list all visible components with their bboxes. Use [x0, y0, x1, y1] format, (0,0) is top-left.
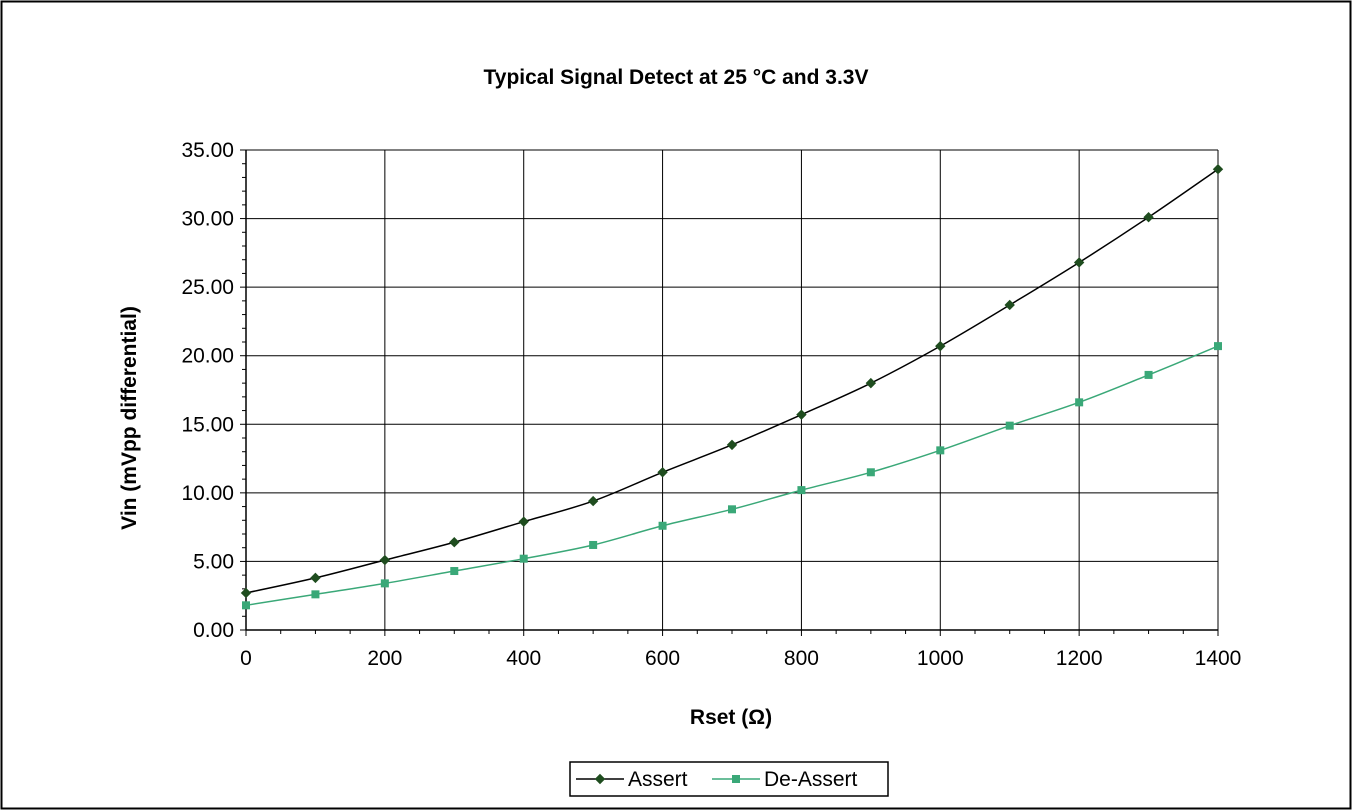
data-point	[865, 377, 877, 389]
data-point	[936, 446, 945, 455]
y-tick-label: 10.00	[181, 482, 234, 505]
grid-lines	[245, 149, 1219, 631]
data-point	[379, 554, 391, 566]
data-point	[1073, 257, 1085, 268]
x-tick-label: 0	[240, 647, 252, 670]
data-point	[450, 567, 459, 576]
legend-label: Assert	[628, 768, 688, 791]
x-tick-label: 1200	[1056, 647, 1103, 670]
x-axis-title: Rset (Ω)	[690, 706, 772, 729]
y-tick-label: 20.00	[181, 345, 234, 368]
x-tick-label: 400	[506, 647, 541, 670]
legend-item: Assert	[576, 768, 688, 791]
data-point	[589, 540, 598, 549]
series-assert	[240, 163, 1224, 599]
x-tick-label: 600	[645, 647, 680, 670]
data-point	[1144, 370, 1153, 379]
data-point	[240, 587, 252, 599]
x-tick-label: 200	[367, 647, 402, 670]
data-point	[726, 439, 738, 451]
chart-title: Typical Signal Detect at 25 °C and 3.3V	[484, 66, 869, 89]
data-point	[866, 468, 875, 477]
legend-marker	[594, 773, 606, 785]
y-tick-label: 35.00	[181, 139, 234, 162]
data-point	[242, 601, 250, 610]
data-point	[935, 340, 946, 352]
data-point	[518, 516, 529, 527]
y-axis-title: Vin (mVpp differential)	[118, 306, 141, 530]
data-point	[1143, 211, 1154, 223]
legend-item: De-Assert	[712, 768, 858, 791]
x-tick-label: 1000	[917, 647, 964, 670]
y-tick-label: 15.00	[181, 413, 234, 436]
x-tick-label: 800	[784, 647, 819, 670]
data-point	[796, 409, 807, 420]
data-point	[310, 572, 321, 584]
y-tick-label: 30.00	[181, 208, 234, 231]
data-point	[1214, 342, 1222, 351]
data-point	[449, 537, 460, 548]
data-point	[658, 521, 667, 530]
y-tick-label: 25.00	[181, 276, 234, 299]
axes	[240, 149, 1219, 636]
y-tick-label: 0.00	[193, 619, 234, 642]
data-point	[728, 505, 736, 514]
data-point	[657, 467, 668, 478]
data-point	[587, 495, 599, 507]
data-point	[797, 486, 806, 495]
data-point	[1212, 163, 1224, 175]
y-tick-label: 5.00	[193, 550, 234, 573]
series-layer	[240, 163, 1224, 610]
x-tick-label: 1400	[1195, 647, 1242, 670]
tick-labels: 0.00 5.00 10.00 15.00 20.00 25.00 30.00 35.00 0 2…	[181, 139, 1241, 670]
data-point	[1004, 299, 1015, 311]
data-point	[380, 579, 389, 588]
legend: Assert De-Assert	[569, 761, 889, 797]
series-de-assert	[242, 342, 1222, 610]
data-point	[519, 554, 528, 563]
data-point	[311, 590, 320, 599]
series-line	[245, 168, 1219, 594]
legend-label: De-Assert	[764, 768, 858, 791]
data-point	[1005, 421, 1014, 430]
data-point	[1075, 398, 1084, 407]
legend-marker	[732, 775, 740, 783]
